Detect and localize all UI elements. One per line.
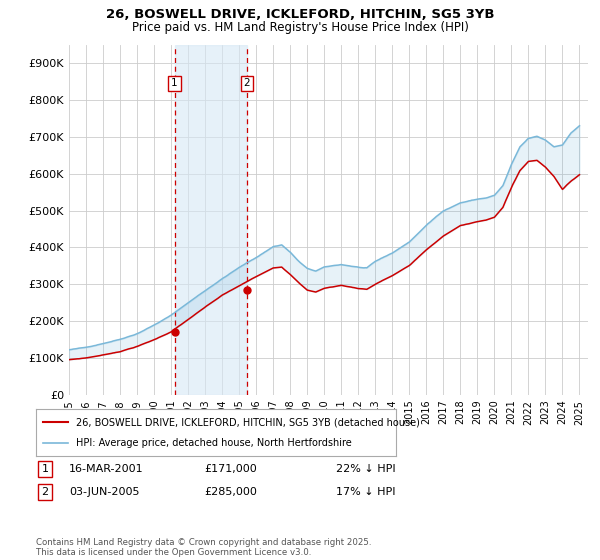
Text: 03-JUN-2005: 03-JUN-2005 (69, 487, 139, 497)
Text: 26, BOSWELL DRIVE, ICKLEFORD, HITCHIN, SG5 3YB: 26, BOSWELL DRIVE, ICKLEFORD, HITCHIN, S… (106, 8, 494, 21)
Text: HPI: Average price, detached house, North Hertfordshire: HPI: Average price, detached house, Nort… (76, 438, 352, 448)
Text: 22% ↓ HPI: 22% ↓ HPI (336, 464, 395, 474)
Text: 1: 1 (171, 78, 178, 88)
Text: £171,000: £171,000 (204, 464, 257, 474)
Text: £285,000: £285,000 (204, 487, 257, 497)
Text: 17% ↓ HPI: 17% ↓ HPI (336, 487, 395, 497)
Text: 16-MAR-2001: 16-MAR-2001 (69, 464, 143, 474)
Text: 2: 2 (244, 78, 250, 88)
Text: Contains HM Land Registry data © Crown copyright and database right 2025.
This d: Contains HM Land Registry data © Crown c… (36, 538, 371, 557)
Text: 2: 2 (41, 487, 49, 497)
Text: 26, BOSWELL DRIVE, ICKLEFORD, HITCHIN, SG5 3YB (detached house): 26, BOSWELL DRIVE, ICKLEFORD, HITCHIN, S… (76, 417, 419, 427)
Text: 1: 1 (41, 464, 49, 474)
Bar (175, 45, 247, 395)
Text: Price paid vs. HM Land Registry's House Price Index (HPI): Price paid vs. HM Land Registry's House … (131, 21, 469, 34)
